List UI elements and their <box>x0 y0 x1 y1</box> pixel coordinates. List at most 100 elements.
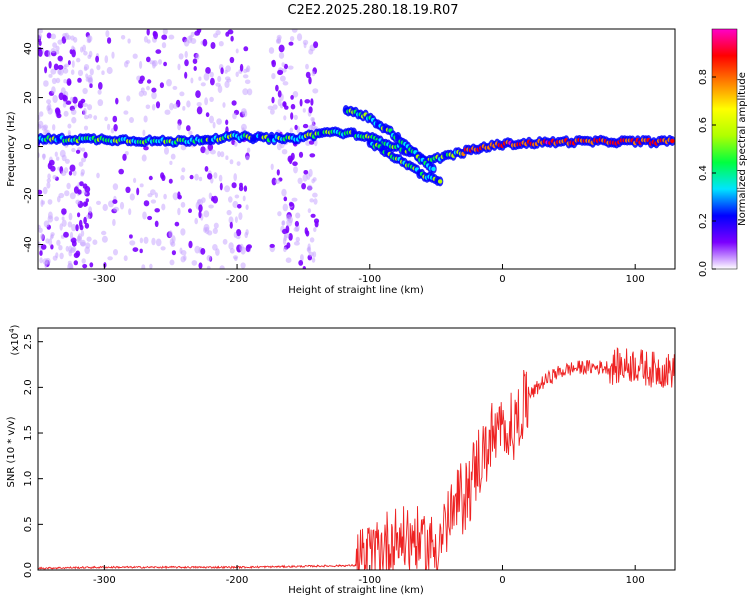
heatmap-speckle <box>57 55 63 62</box>
colorbar-tick-label: 0.0 <box>698 261 709 277</box>
snr-y-scale: (x104) <box>8 324 21 355</box>
heatmap-speckle <box>247 88 253 96</box>
heatmap-speckle <box>180 228 186 236</box>
heatmap-speckle <box>307 184 313 191</box>
heatmap-speckle <box>271 177 277 186</box>
heatmap-speckle <box>298 260 304 266</box>
heatmap-speckle <box>220 151 225 158</box>
heatmap-speckle <box>209 115 214 124</box>
heatmap-speckle <box>57 196 61 203</box>
heatmap-speckle <box>151 87 157 93</box>
heatmap-speckle <box>98 82 103 90</box>
heatmap-speckle <box>75 250 81 257</box>
heatmap-speckle <box>139 60 143 69</box>
heatmap-speckle <box>139 183 144 188</box>
heatmap-speckle <box>155 49 162 54</box>
heatmap-speckle <box>293 114 298 120</box>
heatmap-speckle <box>153 31 159 40</box>
heatmap-speckle <box>242 88 249 96</box>
heatmap-speckle <box>161 203 166 211</box>
heatmap-speckle <box>244 79 251 85</box>
heatmap-speckle <box>67 80 72 85</box>
heatmap-speckle <box>290 112 294 120</box>
heatmap-speckle <box>159 82 164 89</box>
heatmap-speckle <box>193 66 197 71</box>
heatmap-speckle <box>166 79 172 87</box>
heatmap-speckle <box>126 95 131 102</box>
heatmap-speckle <box>240 246 246 255</box>
heatmap-speckle <box>180 250 187 256</box>
heatmap-speckle <box>64 158 70 164</box>
heatmap-speckle <box>145 104 151 110</box>
snr-frame <box>37 327 676 571</box>
heatmap-speckle <box>47 173 51 180</box>
heatmap-speckle <box>83 125 89 131</box>
heatmap-speckle <box>58 67 64 76</box>
heatmap-speckle <box>216 118 222 125</box>
heatmap-speckle <box>204 97 209 106</box>
heatmap-speckle <box>294 124 298 130</box>
heatmap-speckle <box>228 242 234 250</box>
heatmap-speckle <box>101 230 107 236</box>
heatmap-speckle <box>198 176 203 182</box>
heatmap-speckle <box>232 112 237 120</box>
heatmap-speckle <box>124 151 129 156</box>
colorbar-axis: 0.0 0.2 0.4 0.6 0.8 <box>698 69 716 277</box>
snr-x-label: Height of straight line (km) <box>288 585 424 596</box>
heatmap-speckle <box>238 185 244 192</box>
heatmap-speckle <box>308 76 312 85</box>
heatmap-speckle <box>123 255 128 262</box>
heatmap-speckle <box>78 219 83 228</box>
heatmap-speckle <box>313 41 319 49</box>
heatmap-speckle <box>162 29 168 35</box>
snr-line-layer <box>38 347 675 570</box>
heatmap-speckle <box>62 67 69 74</box>
heatmap-speckle <box>305 71 311 79</box>
heatmap-speckle <box>79 181 84 187</box>
heatmap-speckle <box>154 220 159 227</box>
heatmap-speckle <box>246 65 251 73</box>
heatmap-speckle <box>54 216 59 222</box>
heatmap-speckle <box>69 192 76 200</box>
heatmap-speckle <box>77 189 82 195</box>
snr-panel: -300 -200 -100 0 100 0.0 0.5 1.0 1.5 2.0 2.5 Heig… <box>6 324 676 596</box>
heatmap-speckle <box>169 259 175 266</box>
heatmap-speckle <box>194 30 201 36</box>
heatmap-speckle <box>89 83 93 88</box>
heatmap-speckle <box>39 257 43 264</box>
heatmap-speckle <box>146 85 150 91</box>
heatmap-speckle <box>67 123 72 129</box>
heatmap-speckle <box>313 227 317 233</box>
heatmap-speckle <box>52 42 57 48</box>
spectrogram-heatmap <box>38 29 675 269</box>
heatmap-speckle <box>290 103 296 110</box>
heatmap-speckle <box>306 247 311 252</box>
heatmap-speckle <box>92 239 98 245</box>
heatmap-speckle <box>206 265 211 269</box>
heatmap-speckle <box>151 104 156 111</box>
heatmap-speckle <box>235 235 241 240</box>
heatmap-speckle <box>132 247 139 253</box>
heatmap-speckle <box>69 164 76 172</box>
heatmap-speckle <box>272 104 278 110</box>
heatmap-speckle <box>70 109 77 115</box>
spectrogram-y-axis: -40 -20 0 20 40 <box>23 42 43 253</box>
heatmap-speckle <box>282 203 288 212</box>
heatmap-speckle <box>270 163 274 170</box>
heatmap-speckle <box>88 206 92 214</box>
heatmap-speckle <box>226 209 232 216</box>
heatmap-speckle <box>191 260 198 266</box>
heatmap-speckle <box>141 154 147 162</box>
heatmap-speckle <box>277 98 282 107</box>
heatmap-speckle <box>298 151 304 158</box>
heatmap-speckle <box>303 42 307 49</box>
heatmap-speckle <box>81 147 86 152</box>
heatmap-speckle <box>233 173 237 182</box>
heatmap-speckle <box>84 186 91 193</box>
heatmap-speckle <box>239 63 244 72</box>
heatmap-speckle <box>141 264 146 269</box>
heatmap-speckle <box>188 130 193 136</box>
heatmap-speckle <box>245 245 251 252</box>
heatmap-speckle <box>42 258 49 265</box>
heatmap-speckle <box>177 207 181 216</box>
